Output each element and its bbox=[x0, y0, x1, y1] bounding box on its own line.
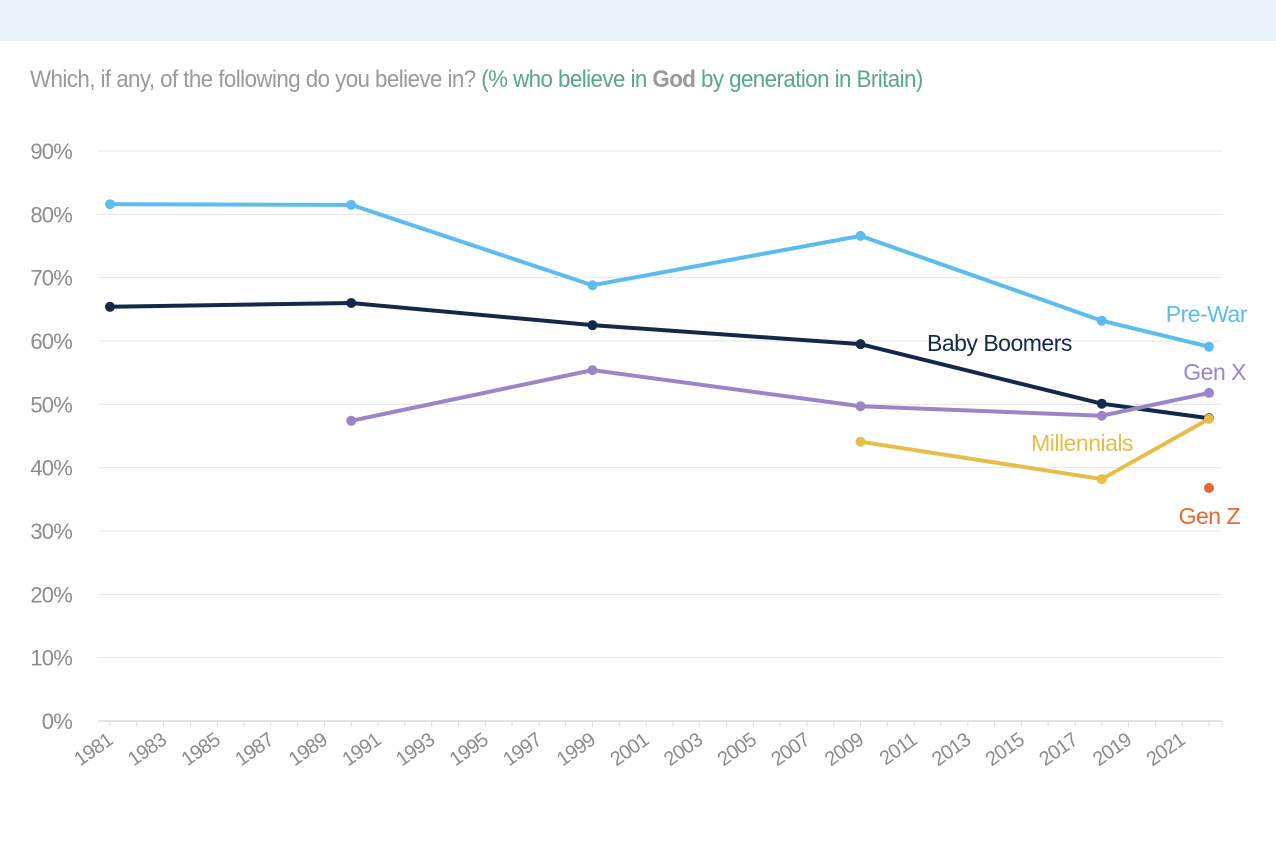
data-point-pre-war bbox=[1204, 341, 1214, 352]
data-point-pre-war bbox=[346, 199, 357, 210]
x-tick-label: 2017 bbox=[1035, 729, 1082, 771]
x-tick-label: 2015 bbox=[982, 729, 1029, 771]
series-millennials bbox=[855, 413, 1214, 485]
series-labels: Pre-War Baby Boomers Gen X Millennials Gen Z bbox=[927, 301, 1248, 529]
data-point-baby-boomers bbox=[587, 320, 598, 331]
series-line-pre-war bbox=[108, 202, 1211, 349]
chart-title: Which, if any, of the following do you b… bbox=[30, 66, 923, 94]
data-point-gen-x bbox=[587, 365, 598, 376]
x-tick-label: 1997 bbox=[499, 729, 546, 771]
series-gen-z bbox=[1204, 482, 1214, 493]
series-group bbox=[105, 199, 1214, 493]
series-label-pre-war: Pre-War bbox=[1166, 301, 1248, 327]
x-tick-label: 2007 bbox=[767, 729, 814, 771]
x-tick-label: 2019 bbox=[1089, 729, 1136, 771]
x-tick-label: 1985 bbox=[178, 729, 225, 771]
series-label-gen-z: Gen Z bbox=[1179, 503, 1241, 529]
title-question: Which, if any, of the following do you b… bbox=[30, 66, 476, 93]
x-tick-label: 2013 bbox=[928, 729, 975, 771]
x-tick-label: 1989 bbox=[285, 729, 332, 771]
data-point-baby-boomers bbox=[1096, 398, 1107, 409]
x-tick-label: 1999 bbox=[553, 729, 600, 771]
series-label-baby-boomers: Baby Boomers bbox=[927, 330, 1072, 356]
x-tick-label: 2021 bbox=[1143, 729, 1190, 771]
x-tick-label: 1981 bbox=[70, 729, 117, 771]
x-tick-label: 1991 bbox=[338, 729, 385, 771]
series-label-millennials: Millennials bbox=[1031, 430, 1133, 456]
header-band bbox=[0, 0, 1276, 41]
data-point-baby-boomers bbox=[855, 339, 866, 350]
x-tick-label: 2011 bbox=[876, 729, 922, 770]
data-point-millennials bbox=[1096, 474, 1107, 485]
y-tick-label: 80% bbox=[30, 202, 72, 227]
x-tick-label: 2009 bbox=[821, 729, 868, 771]
data-point-gen-x bbox=[855, 401, 866, 412]
data-point-baby-boomers bbox=[346, 298, 357, 308]
data-point-gen-x bbox=[1096, 410, 1107, 421]
y-tick-label: 20% bbox=[30, 582, 72, 607]
data-point-millennials bbox=[1204, 413, 1214, 424]
data-point-gen-x bbox=[346, 415, 357, 426]
subtitle-prefix: (% who believe in bbox=[481, 66, 653, 93]
data-point-baby-boomers bbox=[105, 301, 115, 312]
y-axis-ticks: 0% 10% 20% 30% 40% 50% 60% 70% 80% 90% bbox=[30, 139, 73, 734]
y-tick-label: 50% bbox=[30, 392, 72, 417]
y-tick-label: 0% bbox=[42, 709, 72, 734]
x-tick-label: 2003 bbox=[660, 729, 707, 771]
subtitle-suffix: by generation in Britain) bbox=[695, 66, 923, 93]
x-tick-label: 1993 bbox=[392, 729, 439, 771]
title-subtitle: (% who believe in God by generation in B… bbox=[481, 66, 923, 93]
data-point-pre-war bbox=[587, 280, 598, 291]
x-tick-label: 2005 bbox=[714, 729, 761, 771]
y-tick-label: 70% bbox=[30, 266, 72, 291]
y-tick-label: 10% bbox=[30, 646, 72, 671]
y-tick-label: 30% bbox=[30, 519, 72, 544]
data-point-gen-x bbox=[1204, 387, 1214, 398]
series-gen-x bbox=[346, 365, 1214, 426]
series-pre-war bbox=[105, 199, 1214, 352]
data-point-pre-war bbox=[105, 199, 115, 210]
data-point-pre-war bbox=[855, 230, 866, 241]
series-line-gen-x bbox=[349, 368, 1211, 423]
data-point-millennials bbox=[855, 436, 866, 447]
y-tick-label: 60% bbox=[30, 329, 72, 354]
x-tick-label: 1995 bbox=[446, 729, 493, 771]
gridlines bbox=[98, 150, 1222, 722]
x-axis: 1981 1983 1985 1987 1989 1991 1993 1995 1997 1999… bbox=[70, 721, 1223, 771]
series-label-gen-x: Gen X bbox=[1183, 359, 1246, 385]
data-point-pre-war bbox=[1096, 315, 1107, 326]
y-tick-label: 40% bbox=[30, 456, 72, 481]
x-tick-label: 1983 bbox=[124, 729, 171, 771]
y-tick-label: 90% bbox=[30, 139, 72, 164]
x-tick-label: 1987 bbox=[231, 729, 278, 771]
x-tick-label: 2001 bbox=[607, 729, 654, 771]
series-line-baby-boomers bbox=[108, 301, 1211, 421]
subtitle-keyword: God bbox=[652, 66, 696, 93]
data-point-gen-z bbox=[1204, 482, 1214, 493]
